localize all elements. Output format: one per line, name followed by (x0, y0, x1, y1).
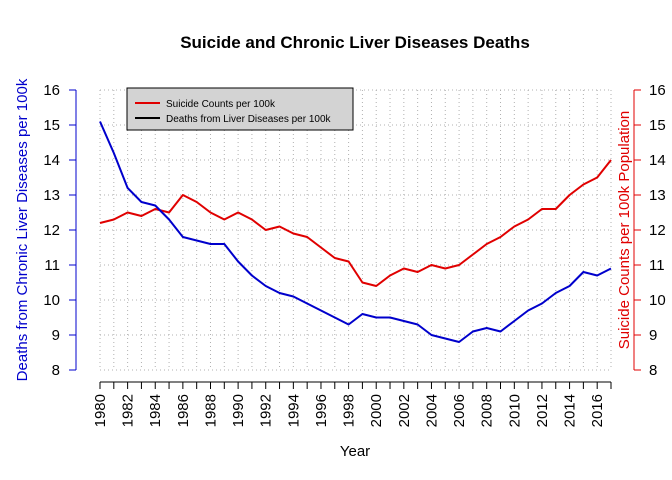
right-tick-label-15: 15 (649, 117, 666, 134)
series-line-1 (99, 121, 612, 343)
left-tick-label-15: 15 (43, 117, 60, 134)
x-tick-label-1994: 1994 (285, 394, 302, 427)
x-tick-label-2006: 2006 (451, 394, 468, 427)
x-tick-label-2014: 2014 (562, 394, 579, 427)
x-tick-label-1986: 1986 (175, 394, 192, 427)
grid-layer (99, 89, 612, 371)
x-axis-label: Year (340, 443, 370, 460)
x-tick-label-1988: 1988 (202, 394, 219, 427)
x-tick-label-1992: 1992 (258, 394, 275, 427)
right-y-axis: 8 9 10 11 12 13 14 15 16 (633, 82, 666, 379)
x-tick-label-1984: 1984 (147, 394, 164, 427)
x-tick-label-1982: 1982 (120, 394, 137, 427)
x-axis: 1980 1982 1984 1986 1988 1990 1992 1994 1996 1998… (92, 381, 612, 427)
left-tick-label-13: 13 (43, 187, 60, 204)
left-tick-label-8: 8 (52, 362, 60, 379)
legend: Suicide Counts per 100k Deaths from Live… (126, 87, 354, 131)
chart-title: Suicide and Chronic Liver Diseases Death… (180, 33, 530, 52)
x-tick-label-2002: 2002 (396, 394, 413, 427)
x-tick-label-1998: 1998 (341, 394, 358, 427)
right-tick-label-12: 12 (649, 222, 666, 239)
x-tick-label-2012: 2012 (534, 394, 551, 427)
left-tick-label-14: 14 (43, 152, 60, 169)
right-tick-label-10: 10 (649, 292, 666, 309)
right-tick-label-16: 16 (649, 82, 666, 99)
x-tick-label-2016: 2016 (589, 394, 606, 427)
legend-box (126, 87, 354, 131)
left-tick-label-10: 10 (43, 292, 60, 309)
left-y-axis-label: Deaths from Chronic Liver Diseases per 1… (14, 78, 31, 381)
right-tick-label-11: 11 (649, 257, 665, 274)
legend-label-liver: Deaths from Liver Diseases per 100k (166, 114, 332, 125)
right-tick-label-8: 8 (649, 362, 657, 379)
legend-label-suicide: Suicide Counts per 100k (166, 99, 276, 110)
x-tick-label-1990: 1990 (230, 394, 247, 427)
series-line-0 (99, 159, 612, 287)
left-y-axis: 8 9 10 11 12 13 14 15 16 (43, 82, 77, 379)
left-tick-label-11: 11 (44, 257, 60, 274)
left-tick-label-16: 16 (43, 82, 60, 99)
right-y-axis-label: Suicide Counts per 100k Population (616, 111, 633, 350)
x-tick-label-1980: 1980 (92, 394, 109, 427)
left-tick-label-12: 12 (43, 222, 60, 239)
x-tick-label-2000: 2000 (368, 394, 385, 427)
x-tick-label-1996: 1996 (313, 394, 330, 427)
right-tick-label-13: 13 (649, 187, 666, 204)
series-layer (99, 121, 612, 343)
x-tick-label-2008: 2008 (479, 394, 496, 427)
left-tick-label-9: 9 (52, 327, 60, 344)
right-tick-label-14: 14 (649, 152, 666, 169)
right-tick-label-9: 9 (649, 327, 657, 344)
x-tick-label-2010: 2010 (506, 394, 523, 427)
x-tick-label-2004: 2004 (423, 394, 440, 427)
